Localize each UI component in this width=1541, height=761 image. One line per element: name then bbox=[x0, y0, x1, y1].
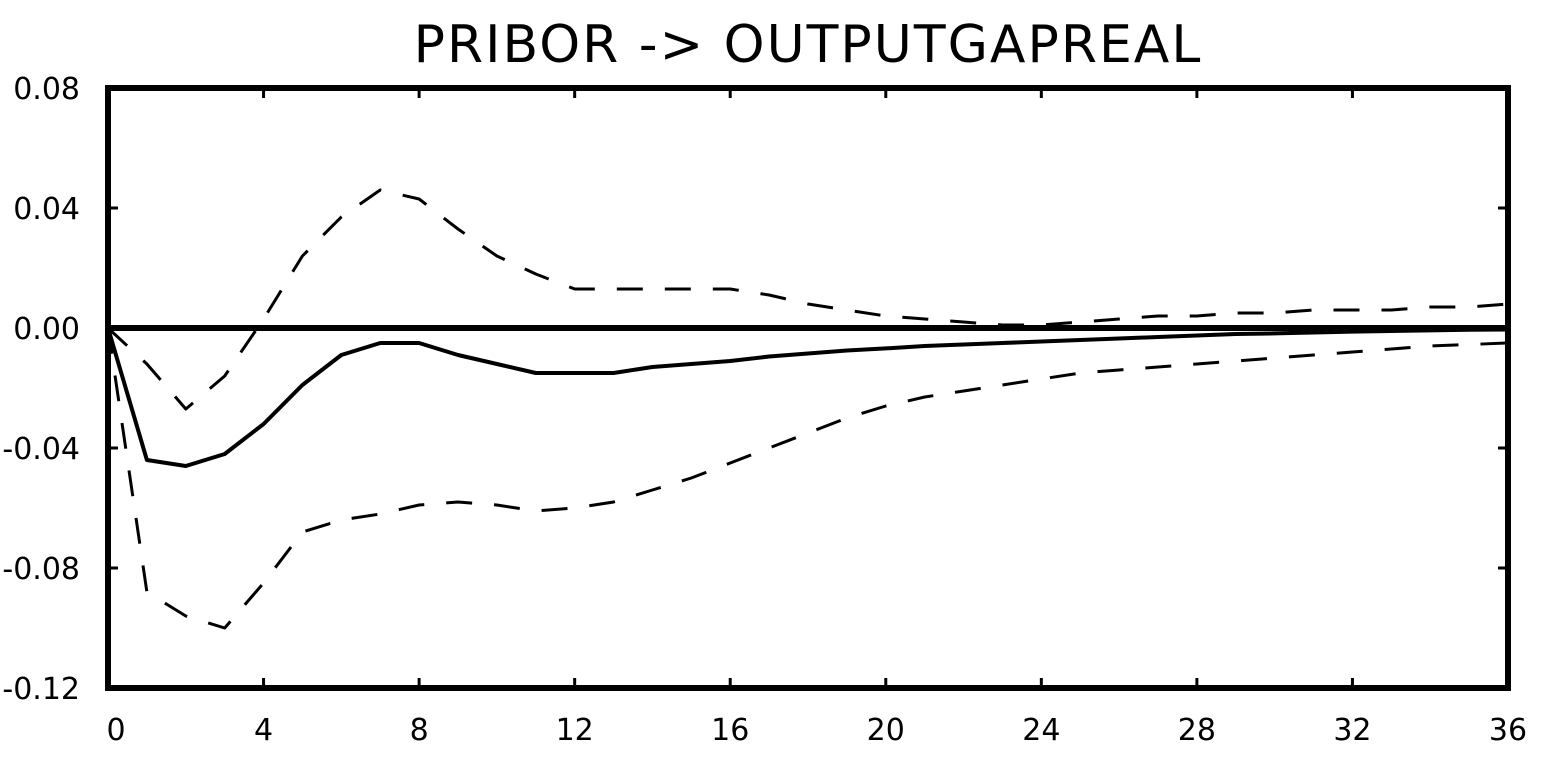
chart-title: PRIBOR -> OUTPUTGAPREAL bbox=[414, 15, 1203, 75]
plot-frame bbox=[105, 85, 1511, 691]
x-tick-label: 8 bbox=[410, 713, 429, 748]
x-tick-label: 28 bbox=[1178, 713, 1216, 748]
x-tick-label: 24 bbox=[1022, 713, 1060, 748]
response-line bbox=[106, 327, 1509, 468]
x-tick-label: 0 bbox=[106, 713, 125, 748]
y-tick-label: -0.04 bbox=[2, 432, 80, 467]
upper-band-dashed-line bbox=[106, 188, 1509, 411]
series-layer bbox=[106, 188, 1509, 630]
x-tick-label: 12 bbox=[556, 713, 594, 748]
axis-layer: 0 4 8 12 16 20 24 28 32 36 0.08 0.04 0.00 -0.04 -0.08 -… bbox=[2, 72, 1527, 748]
x-tick-label: 16 bbox=[711, 713, 749, 748]
x-tick-label: 4 bbox=[254, 713, 273, 748]
x-tick-label: 20 bbox=[867, 713, 905, 748]
x-tick-label: 32 bbox=[1333, 713, 1371, 748]
y-tick-label: 0.00 bbox=[13, 312, 80, 347]
y-tick-label: -0.12 bbox=[2, 672, 80, 707]
y-tick-label: 0.04 bbox=[13, 192, 80, 227]
y-tick-label: 0.08 bbox=[13, 72, 80, 107]
x-tick-label: 36 bbox=[1489, 713, 1527, 748]
y-tick-label: -0.08 bbox=[2, 552, 80, 587]
